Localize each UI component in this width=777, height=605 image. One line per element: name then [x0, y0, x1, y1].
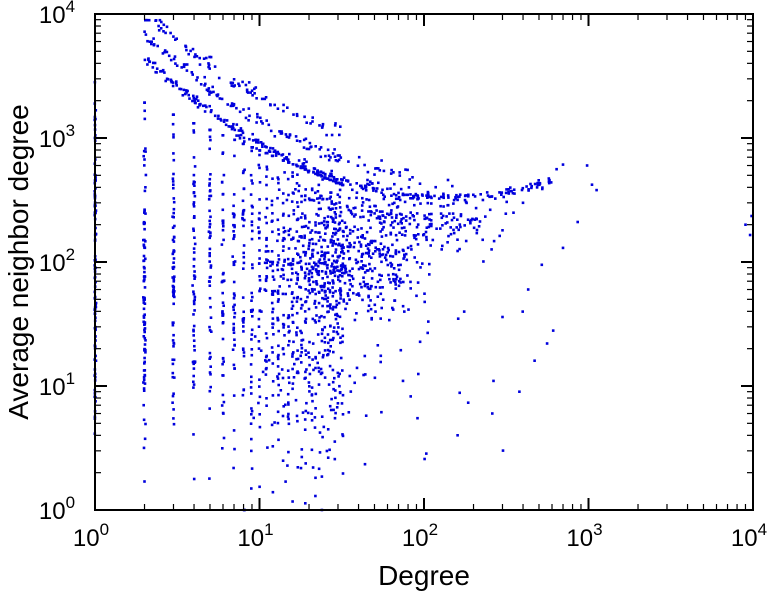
tick-label: 100 [39, 493, 75, 525]
tick-label: 103 [566, 520, 602, 552]
scatter-points [93, 18, 753, 512]
tick-label: 101 [39, 369, 75, 401]
tick-labels: 100 101 102 103 104 100 101 102 103 104 [39, 0, 767, 552]
x-axis-label: Degree [378, 560, 470, 591]
tick-label: 104 [731, 520, 767, 552]
tick-label: 104 [39, 0, 75, 29]
tick-label: 100 [73, 520, 109, 552]
axis-ticks [94, 13, 754, 511]
tick-label: 103 [39, 121, 75, 153]
tick-label: 102 [39, 245, 75, 277]
tick-label: 102 [402, 520, 438, 552]
tick-label: 101 [237, 520, 273, 552]
y-axis-label: Average neighbor degree [3, 104, 34, 420]
